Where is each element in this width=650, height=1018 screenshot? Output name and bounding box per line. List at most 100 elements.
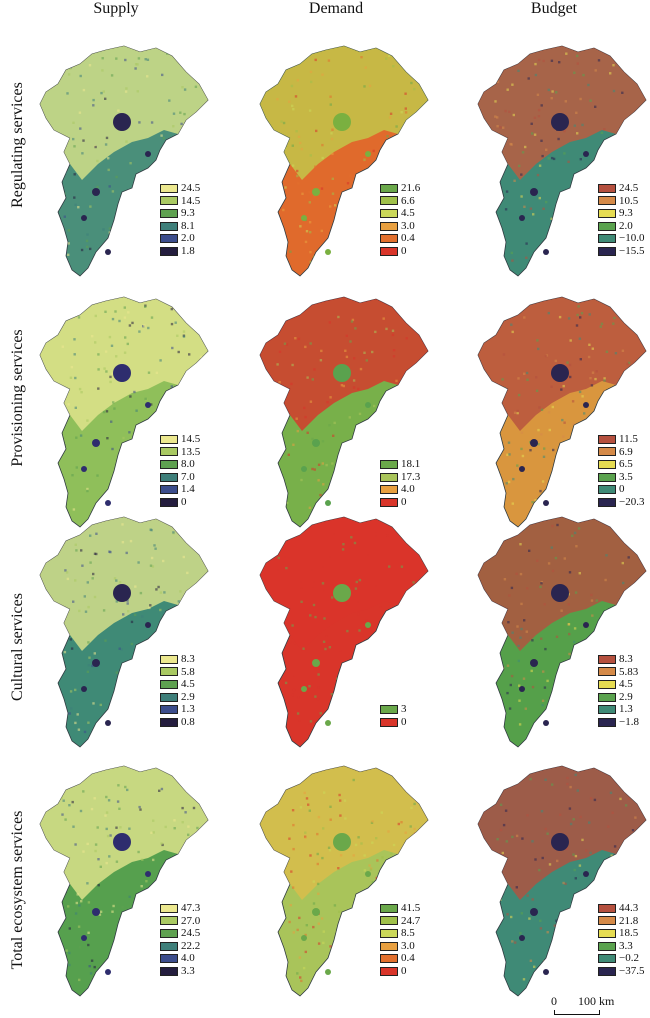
texture-cell: [562, 384, 565, 388]
texture-cell: [59, 615, 62, 618]
texture-cell: [626, 362, 629, 366]
texture-cell: [133, 214, 137, 217]
urban-area: [519, 215, 525, 221]
texture-cell: [538, 406, 541, 409]
texture-cell: [294, 337, 297, 340]
texture-cell: [404, 92, 407, 95]
texture-cell: [60, 66, 63, 69]
texture-cell: [330, 132, 333, 135]
texture-cell: [304, 950, 307, 954]
urban-area: [519, 686, 525, 692]
texture-cell: [171, 346, 174, 350]
texture-cell: [578, 572, 581, 575]
texture-cell: [404, 626, 407, 629]
texture-cell: [542, 207, 545, 210]
texture-cell: [163, 591, 166, 594]
texture-cell: [547, 88, 550, 92]
texture-cell: [622, 318, 625, 321]
texture-cell: [496, 838, 499, 841]
texture-cell: [65, 571, 69, 574]
legend-value: 4.5: [401, 207, 415, 220]
texture-cell: [500, 878, 503, 882]
texture-cell: [531, 501, 534, 504]
legend-item: −10.0: [598, 232, 644, 245]
texture-cell: [511, 631, 514, 634]
texture-cell: [304, 415, 307, 419]
texture-cell: [517, 377, 520, 380]
texture-cell: [409, 122, 413, 125]
texture-cell: [593, 972, 596, 976]
legend-value: 8.3: [619, 653, 633, 665]
urban-area: [365, 622, 371, 628]
urban-area: [81, 215, 87, 221]
texture-cell: [357, 612, 360, 616]
legend-value: 5.83: [619, 665, 639, 678]
texture-cell: [547, 411, 551, 414]
texture-cell: [97, 387, 100, 390]
texture-cell: [368, 442, 371, 446]
texture-cell: [155, 503, 158, 506]
texture-cell: [635, 54, 639, 57]
texture-cell: [343, 799, 347, 802]
texture-cell: [607, 825, 610, 828]
texture-cell: [563, 239, 566, 242]
legend-swatch: [160, 472, 178, 482]
texture-cell: [105, 861, 108, 865]
texture-cell: [632, 866, 636, 869]
texture-cell: [369, 641, 372, 644]
region-northern-zone: [478, 46, 646, 180]
texture-cell: [107, 799, 111, 802]
texture-cell: [369, 868, 373, 871]
texture-cell: [96, 159, 99, 163]
texture-cell: [587, 731, 590, 734]
texture-cell: [94, 341, 97, 344]
texture-cell: [106, 437, 109, 440]
texture-cell: [69, 57, 73, 61]
texture-cell: [192, 58, 195, 61]
texture-cell: [103, 727, 106, 730]
texture-cell: [129, 539, 133, 543]
texture-cell: [103, 367, 106, 370]
texture-cell: [317, 479, 320, 482]
texture-cell: [151, 452, 155, 455]
texture-cell: [118, 581, 122, 584]
texture-cell: [312, 925, 315, 929]
texture-cell: [61, 855, 64, 858]
texture-cell: [531, 898, 534, 901]
texture-cell: [388, 54, 391, 57]
region-map: [477, 296, 647, 528]
texture-cell: [279, 624, 282, 628]
legend-item: −20.3: [598, 496, 644, 509]
legend-value: 18.1: [401, 458, 421, 471]
texture-cell: [390, 852, 393, 855]
texture-cell: [575, 324, 579, 327]
texture-cell: [287, 710, 291, 714]
texture-cell: [134, 67, 137, 70]
texture-cell: [130, 642, 134, 646]
legend-swatch: [160, 966, 178, 976]
texture-cell: [519, 636, 522, 639]
column-header-supply: Supply: [93, 0, 139, 17]
texture-cell: [92, 98, 95, 102]
texture-cell: [108, 227, 112, 230]
texture-cell: [199, 355, 203, 359]
texture-cell: [344, 192, 347, 195]
texture-cell: [78, 904, 81, 907]
texture-cell: [540, 139, 543, 142]
scale-bar: 0 100 km: [548, 994, 638, 1018]
texture-cell: [322, 483, 325, 486]
texture-cell: [519, 543, 522, 546]
texture-cell: [136, 720, 139, 723]
legend-swatch: [380, 234, 398, 244]
texture-cell: [64, 390, 67, 394]
texture-cell: [339, 814, 342, 817]
texture-cell: [501, 136, 505, 140]
texture-cell: [63, 159, 66, 162]
texture-cell: [327, 846, 331, 849]
legend-swatch: [160, 654, 178, 664]
texture-cell: [310, 568, 314, 572]
texture-cell: [575, 545, 578, 548]
texture-cell: [346, 235, 349, 238]
texture-cell: [581, 946, 585, 949]
texture-cell: [105, 136, 109, 140]
